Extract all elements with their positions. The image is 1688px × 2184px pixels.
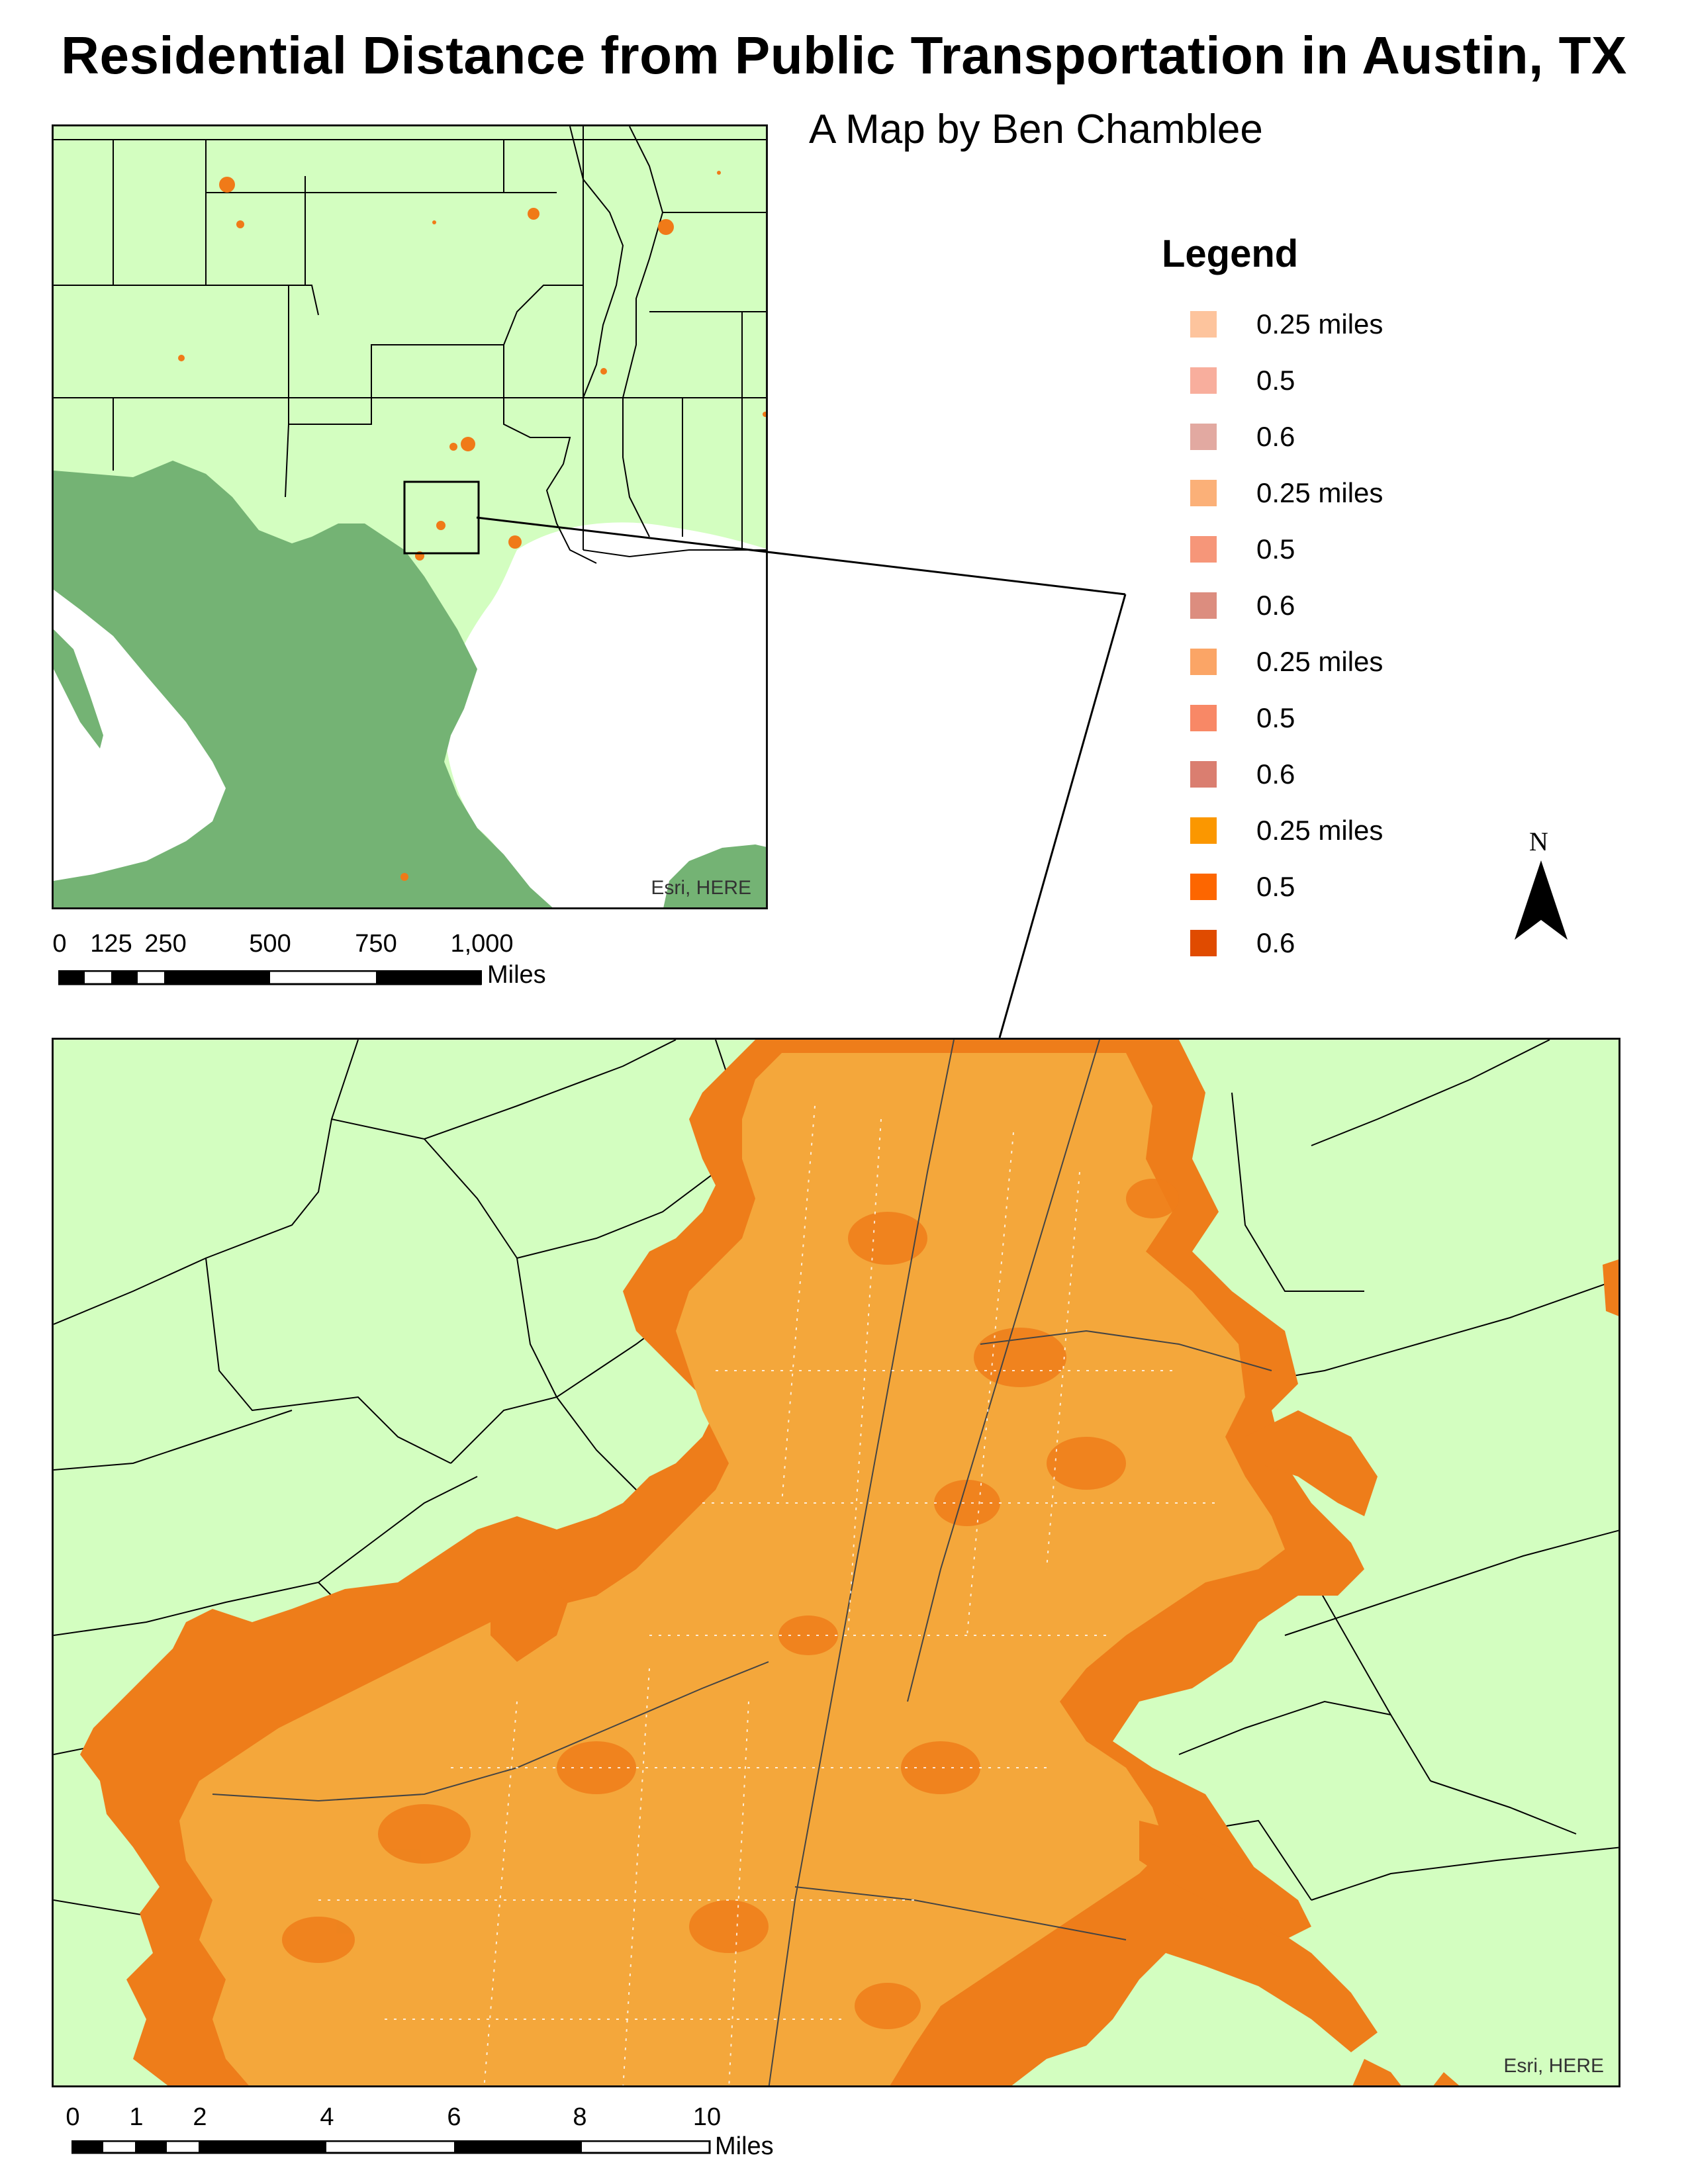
- gulf-of-mexico: [444, 522, 766, 907]
- legend-label: 0.25 miles: [1256, 815, 1383, 846]
- main-scale-tick: 6: [447, 2103, 461, 2131]
- inset-scale-bar-graphic: [58, 970, 482, 985]
- legend-swatch: [1190, 367, 1217, 394]
- main-scale-tick: 4: [320, 2103, 334, 2131]
- legend-swatch: [1190, 874, 1217, 900]
- main-scale-tick: 2: [193, 2103, 207, 2131]
- legend-label: 0.6: [1256, 421, 1295, 452]
- legend-swatch: [1190, 761, 1217, 788]
- pacific-water: [54, 590, 226, 881]
- main-scale-tick: 8: [573, 2103, 587, 2131]
- map-subtitle: A Map by Ben Chamblee: [809, 107, 1263, 152]
- legend-swatch: [1190, 480, 1217, 506]
- legend-title: Legend: [1162, 232, 1299, 275]
- baja-peninsula: [54, 629, 103, 749]
- legend-swatch: [1190, 536, 1217, 563]
- inset-scale-tick: 250: [144, 930, 187, 958]
- coverage-edge-patches: [1352, 2059, 1460, 2085]
- yucatan-land: [663, 844, 766, 907]
- inset-map-credit: Esri, HERE: [651, 877, 751, 899]
- main-scale-unit: Miles: [715, 2132, 774, 2160]
- legend-item: 0.6: [1190, 588, 1295, 623]
- coverage-edge-east: [1603, 1259, 1618, 1316]
- legend-label: 0.5: [1256, 702, 1295, 733]
- legend-label: 0.25 miles: [1256, 646, 1383, 677]
- legend-item: 0.5: [1190, 363, 1295, 398]
- coverage-west-spur: [491, 1569, 570, 1662]
- north-arrow-letter: N: [1529, 827, 1548, 856]
- map-title: Residential Distance from Public Transpo…: [61, 26, 1627, 85]
- streets: [318, 1105, 1219, 2085]
- legend-item: 0.6: [1190, 757, 1295, 792]
- legend-item: 0.25 miles: [1190, 645, 1383, 679]
- main-scale-tick: 10: [692, 2103, 722, 2131]
- inset-scale-tick: 125: [90, 930, 132, 958]
- legend-item: 0.5: [1190, 532, 1295, 567]
- main-scale-tick: 1: [129, 2103, 144, 2131]
- legend-swatch: [1190, 592, 1217, 619]
- main-scale-tick: 0: [66, 2103, 80, 2131]
- inset-map[interactable]: Esri, HERE: [52, 124, 768, 909]
- inset-scale-tick: 750: [355, 930, 397, 958]
- coverage-east-spur: [1245, 1410, 1378, 1516]
- legend-label: 0.6: [1256, 927, 1295, 958]
- main-map-canvas: [54, 1040, 1618, 2085]
- legend-label: 0.5: [1256, 533, 1295, 565]
- legend-swatch: [1190, 649, 1217, 675]
- legend-swatch: [1190, 311, 1217, 338]
- inset-scale-unit: Miles: [487, 961, 546, 989]
- legend-item: 0.25 miles: [1190, 307, 1383, 341]
- legend-label: 0.25 miles: [1256, 477, 1383, 508]
- legend-label: 0.5: [1256, 365, 1295, 396]
- legend-item: 0.6: [1190, 420, 1295, 454]
- legend-item: 0.5: [1190, 701, 1295, 735]
- main-map[interactable]: Esri, HERE: [52, 1038, 1620, 2087]
- legend-item: 0.6: [1190, 926, 1295, 960]
- legend-swatch: [1190, 424, 1217, 450]
- inset-map-canvas: [54, 126, 766, 907]
- inset-scale-tick: 1,000: [450, 930, 514, 958]
- legend-item: 0.25 miles: [1190, 813, 1383, 848]
- legend-swatch: [1190, 705, 1217, 731]
- legend-item: 0.25 miles: [1190, 476, 1383, 510]
- coverage-southeast-spur: [1139, 1821, 1311, 1940]
- north-arrow-icon: [1515, 860, 1568, 940]
- legend-label: 0.6: [1256, 590, 1295, 621]
- legend-label: 0.6: [1256, 758, 1295, 790]
- legend-swatch: [1190, 930, 1217, 956]
- inset-scale-tick: 0: [52, 930, 67, 958]
- legend-label: 0.25 miles: [1256, 308, 1383, 340]
- legend-label: 0.5: [1256, 871, 1295, 902]
- legend-swatch: [1190, 817, 1217, 844]
- inset-scale-tick: 500: [249, 930, 291, 958]
- legend-item: 0.5: [1190, 870, 1295, 904]
- main-map-credit: Esri, HERE: [1503, 2055, 1604, 2077]
- main-scale-bar-graphic: [71, 2140, 711, 2154]
- coverage-area: [80, 1040, 1618, 2085]
